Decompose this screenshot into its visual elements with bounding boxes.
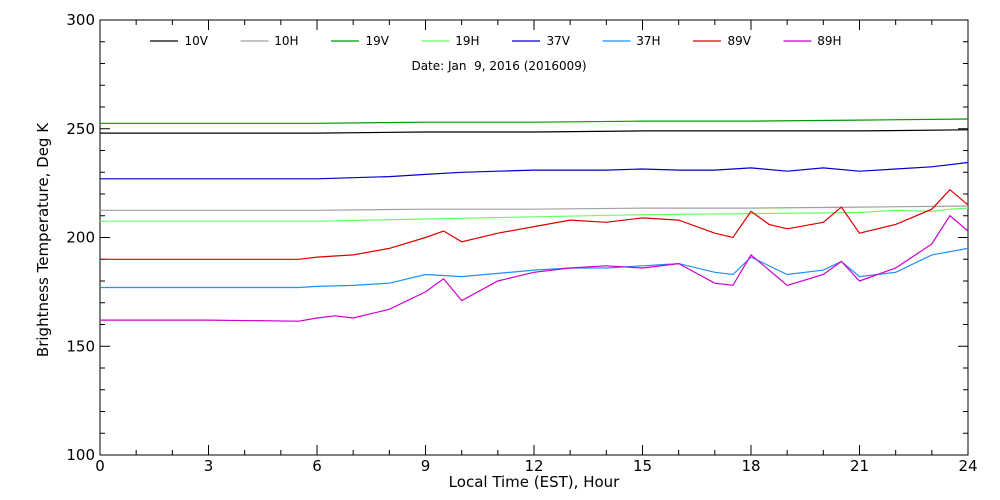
series-line-37H <box>100 247 969 289</box>
plot-frame <box>99 19 969 456</box>
legend-label-37H: 37H <box>636 34 660 48</box>
y-axis-title: Brightness Temperature, Deg K <box>34 122 52 357</box>
legend-label-10V: 10V <box>185 34 209 48</box>
legend-label-89V: 89V <box>728 34 752 48</box>
x-axis-title: Local Time (EST), Hour <box>449 473 620 491</box>
legend-label-19H: 19H <box>455 34 479 48</box>
x-tick-label: 18 <box>741 457 760 475</box>
x-tick-label: 15 <box>633 457 652 475</box>
series-line-19V <box>100 118 969 124</box>
legend-label-37V: 37V <box>547 34 571 48</box>
x-tick-label: 21 <box>850 457 869 475</box>
series-line-10H <box>100 205 969 211</box>
x-tick-label: 24 <box>958 457 977 475</box>
series-line-37V <box>100 161 969 180</box>
y-tick-label: 100 <box>66 446 95 464</box>
series-line-19H <box>100 207 969 222</box>
x-tick-label: 12 <box>524 457 543 475</box>
y-tick-label: 300 <box>66 11 95 29</box>
x-tick-label: 0 <box>95 457 105 475</box>
x-tick-label: 6 <box>312 457 322 475</box>
y-tick-label: 250 <box>66 120 95 138</box>
series-line-89H <box>100 214 969 322</box>
series-layer <box>100 118 969 322</box>
legend: 10V 10H 19V 19H 37V 37H 89V 89H <box>150 34 842 48</box>
legend-label-89H: 89H <box>817 34 841 48</box>
legend-label-19V: 19V <box>366 34 390 48</box>
legend-label-10H: 10H <box>274 34 298 48</box>
x-tick-label: 9 <box>421 457 431 475</box>
x-tick-label: 3 <box>204 457 214 475</box>
y-tick-label: 150 <box>66 337 95 355</box>
series-line-10V <box>100 129 969 134</box>
y-tick-label: 200 <box>66 229 95 247</box>
series-line-89V <box>100 188 969 260</box>
date-annotation: Date: Jan 9, 2016 (2016009) <box>411 59 586 73</box>
axes: 100 150 200 250 300 0 3 6 9 12 15 18 21 24 <box>66 11 977 475</box>
